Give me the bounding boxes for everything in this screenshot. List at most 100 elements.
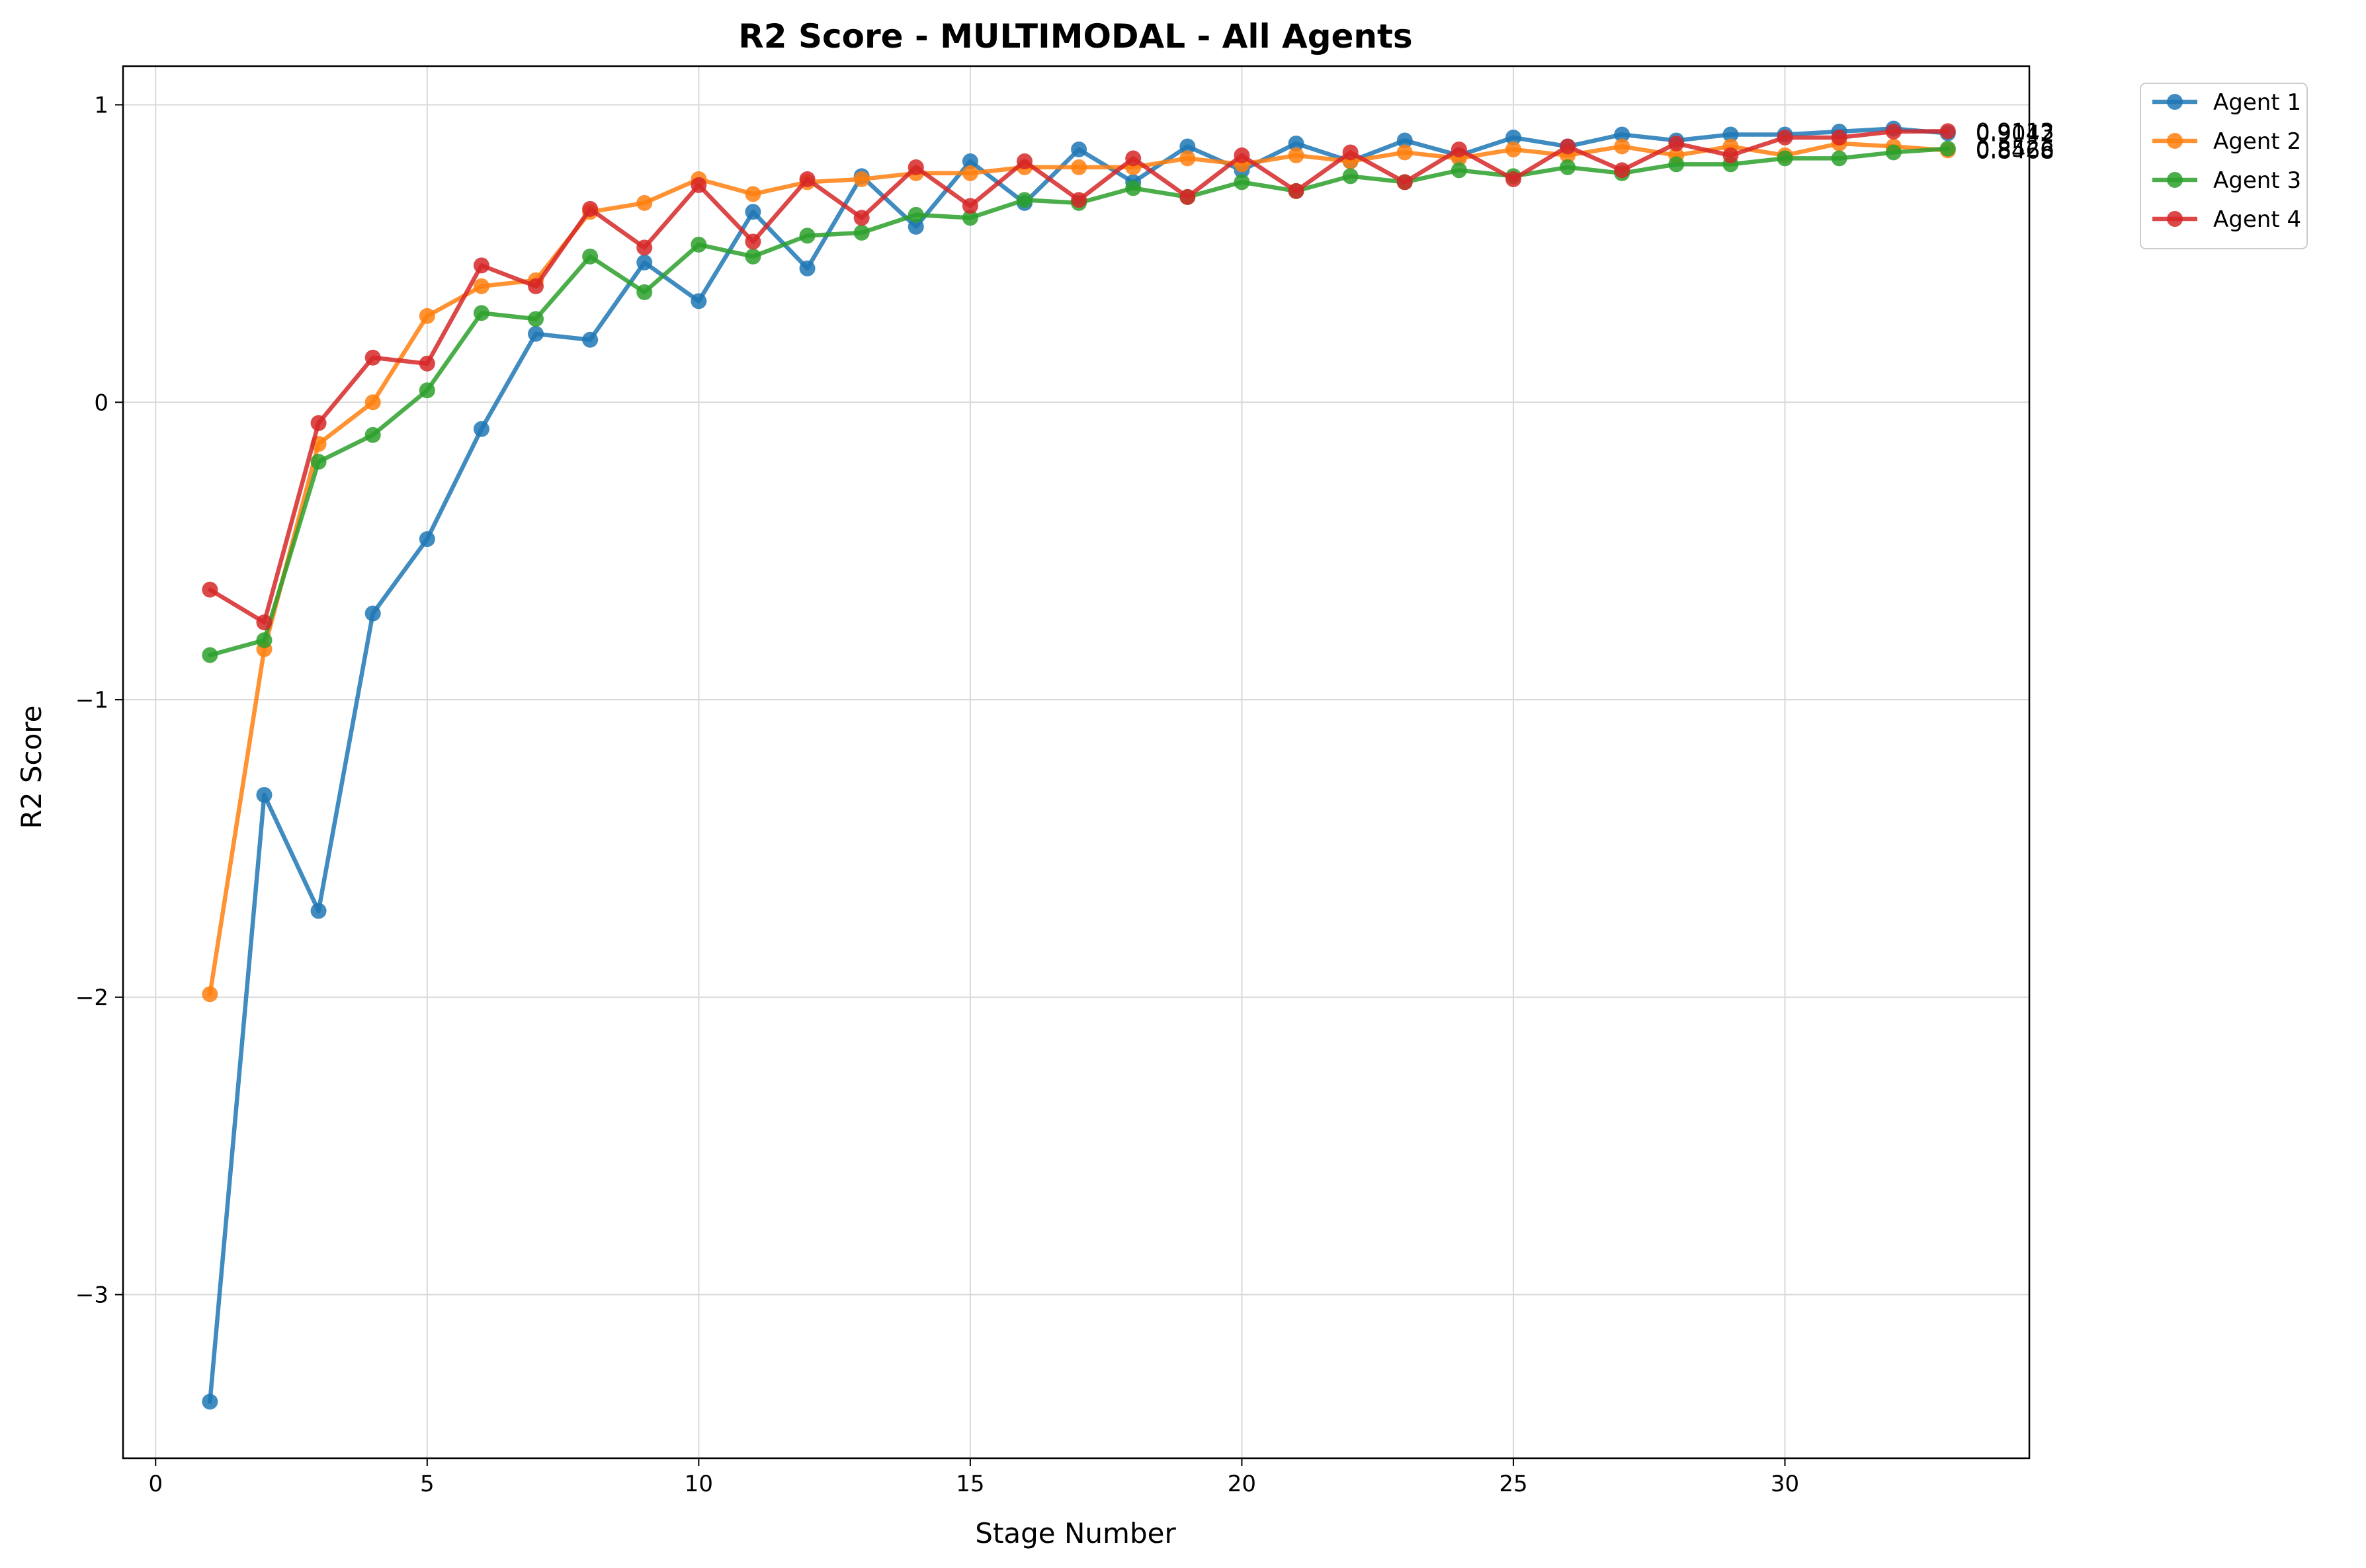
data-point bbox=[1071, 159, 1087, 175]
data-point bbox=[691, 236, 707, 253]
data-point bbox=[582, 331, 599, 348]
end-value-label: 0.8468 bbox=[1976, 138, 2054, 164]
data-point bbox=[202, 1393, 218, 1410]
data-point bbox=[853, 224, 870, 241]
data-point bbox=[202, 647, 218, 663]
legend-label: Agent 4 bbox=[2213, 206, 2301, 233]
x-tick-label: 15 bbox=[956, 1471, 984, 1497]
x-tick-label: 0 bbox=[148, 1471, 163, 1497]
data-point bbox=[1288, 183, 1304, 199]
data-point bbox=[1614, 162, 1630, 179]
data-point bbox=[256, 786, 273, 803]
legend-marker bbox=[2167, 133, 2183, 149]
data-point bbox=[962, 198, 978, 214]
y-axis-title: R2 Score bbox=[15, 706, 48, 829]
data-point bbox=[745, 204, 761, 220]
data-point bbox=[636, 254, 653, 270]
data-point bbox=[1777, 150, 1793, 167]
data-point bbox=[1505, 129, 1521, 145]
data-point bbox=[364, 605, 381, 622]
legend: Agent 1 Agent 2 Agent 3 Agent 4 bbox=[2140, 83, 2308, 249]
legend-label: Agent 3 bbox=[2213, 167, 2301, 194]
data-point bbox=[1885, 144, 1902, 161]
data-point bbox=[364, 394, 381, 411]
data-point bbox=[1179, 188, 1196, 205]
x-tick-label: 30 bbox=[1771, 1471, 1799, 1497]
plot-frame bbox=[122, 65, 2031, 1460]
data-point bbox=[1668, 135, 1685, 151]
data-point bbox=[853, 171, 870, 187]
end-value-label: 0.8526 bbox=[1976, 136, 2054, 163]
data-point bbox=[962, 210, 978, 226]
y-tick-label: −3 bbox=[75, 1282, 108, 1309]
legend-marker bbox=[2167, 211, 2183, 227]
chart-title: R2 Score - MULTIMODAL - All Agents bbox=[738, 17, 1412, 56]
data-point bbox=[691, 177, 707, 193]
data-point bbox=[1614, 126, 1630, 143]
data-point bbox=[745, 186, 761, 202]
data-point bbox=[799, 171, 816, 187]
y-tick-label: 1 bbox=[94, 92, 108, 118]
data-point bbox=[473, 421, 489, 437]
end-value-label: 0.9113 bbox=[1976, 118, 2054, 145]
x-axis-title: Stage Number bbox=[975, 1517, 1176, 1549]
data-point bbox=[310, 454, 327, 470]
end-value-label: 0.9042 bbox=[1976, 121, 2054, 147]
legend-entry: Agent 1 bbox=[2152, 89, 2301, 116]
legend-label: Agent 2 bbox=[2213, 128, 2301, 155]
data-point bbox=[582, 200, 599, 217]
data-point bbox=[1179, 138, 1196, 155]
data-point bbox=[364, 349, 381, 366]
data-point bbox=[1939, 123, 1956, 140]
data-point bbox=[1885, 123, 1902, 140]
data-point bbox=[1777, 129, 1793, 145]
legend-marker bbox=[2167, 172, 2183, 188]
data-point bbox=[1396, 144, 1413, 161]
data-point bbox=[202, 986, 218, 1003]
x-tick-label: 20 bbox=[1228, 1471, 1256, 1497]
data-point bbox=[1342, 144, 1359, 161]
data-point bbox=[636, 284, 653, 300]
data-point bbox=[1016, 153, 1033, 169]
data-point bbox=[528, 325, 544, 342]
legend-label: Agent 1 bbox=[2213, 89, 2301, 116]
legend-entry: Agent 2 bbox=[2152, 128, 2301, 155]
data-point bbox=[962, 165, 978, 181]
data-point bbox=[256, 632, 273, 649]
x-tick-label: 5 bbox=[420, 1471, 435, 1497]
legend-marker bbox=[2167, 94, 2183, 110]
legend-box bbox=[2140, 83, 2308, 249]
data-point bbox=[636, 239, 653, 256]
data-point bbox=[799, 227, 816, 244]
data-point bbox=[473, 278, 489, 294]
series-4 bbox=[202, 123, 1956, 631]
data-point bbox=[1505, 141, 1521, 157]
data-point bbox=[202, 581, 218, 598]
data-point bbox=[1179, 150, 1196, 167]
data-point bbox=[1831, 129, 1847, 145]
data-point bbox=[1722, 147, 1739, 163]
data-point bbox=[1560, 159, 1576, 175]
legend-entry: Agent 3 bbox=[2152, 167, 2301, 194]
data-point bbox=[745, 248, 761, 265]
data-point bbox=[962, 153, 978, 169]
data-point bbox=[1016, 192, 1033, 208]
data-point bbox=[636, 194, 653, 211]
data-point bbox=[1668, 156, 1685, 173]
data-point bbox=[528, 278, 544, 294]
data-point bbox=[256, 614, 273, 631]
data-point bbox=[310, 415, 327, 431]
data-point bbox=[691, 293, 707, 309]
data-point bbox=[1722, 126, 1739, 143]
data-point bbox=[853, 210, 870, 226]
data-point bbox=[1288, 147, 1304, 163]
data-point bbox=[1342, 168, 1359, 185]
data-point bbox=[1125, 150, 1142, 167]
data-point bbox=[908, 218, 924, 235]
data-point bbox=[1071, 192, 1087, 208]
data-point bbox=[419, 355, 435, 372]
